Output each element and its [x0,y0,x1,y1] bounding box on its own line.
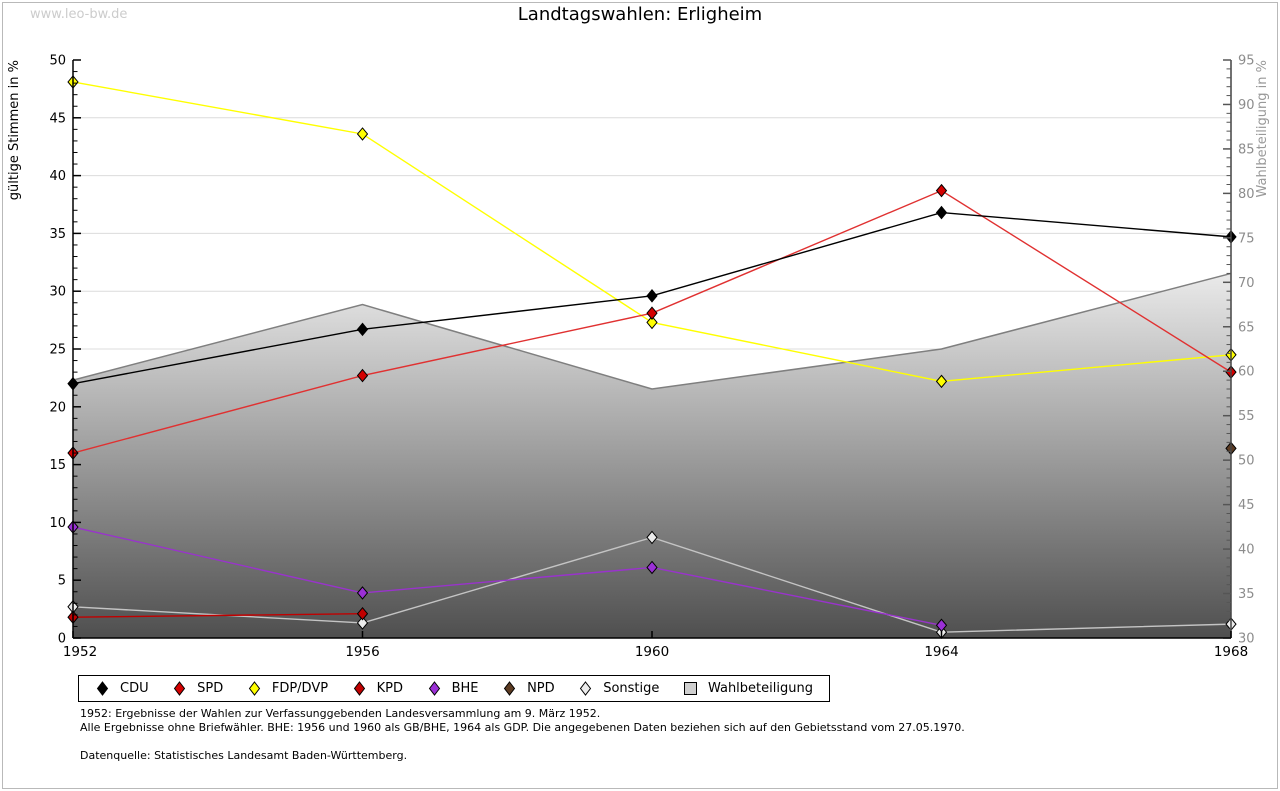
x-axis-tick-label: 1960 [635,644,669,660]
data-point-marker [356,368,369,383]
legend-item-wahlbeteiligung: Wahlbeteiligung [683,681,813,696]
left-axis-tick-label: 5 [58,574,66,589]
left-axis-tick-label: 25 [49,343,66,358]
npd-marker-icon [503,681,516,696]
right-axis-tick-label: 95 [1238,54,1255,69]
wahlbeteiligung-marker-icon [683,682,697,695]
right-axis-tick-label: 35 [1238,587,1255,602]
left-axis-tick-label: 15 [49,458,66,473]
cdu-marker-icon [96,681,109,696]
left-axis-tick-label: 30 [49,285,66,300]
sonstige-marker-icon [580,681,592,696]
watermark: www.leo-bw.de [30,7,128,22]
left-axis-tick-label: 45 [49,111,66,126]
left-axis-tick-label: 0 [58,632,66,647]
data-point-marker [356,616,369,630]
legend-label: CDU [120,681,149,696]
left-axis-tick-label: 50 [49,54,66,69]
right-axis-tick-label: 45 [1238,498,1255,513]
legend-label: Wahlbeteiligung [707,681,813,696]
legend-label: BHE [451,681,479,696]
footnotes: 1952: Ergebnisse der Wahlen zur Verfassu… [80,707,965,763]
right-axis-tick-label: 40 [1238,543,1255,558]
series-cdu [67,205,1237,391]
right-axis-tick-label: 60 [1238,365,1255,380]
right-axis-tick-label: 30 [1238,632,1255,647]
footnote-line-1: 1952: Ergebnisse der Wahlen zur Verfassu… [80,707,601,720]
data-point-marker [646,315,658,330]
right-axis-tick-label: 75 [1238,231,1255,246]
data-point-marker [935,205,948,220]
chart-legend: CDU SPD FDP/DVP KPD BHE NPD Sonstige Wahlbeteil… [78,675,830,702]
data-point-marker [356,586,369,600]
legend-label: Sonstige [603,681,660,696]
data-point-marker [935,374,948,389]
legend-label: SPD [197,681,224,696]
x-axis: 1952 1956 1960 1964 1968 [63,631,1248,660]
data-point-marker [356,322,369,337]
left-axis-tick-label: 20 [49,400,66,415]
legend-item-sonstige: Sonstige [578,681,659,696]
right-axis-tick-label: 90 [1238,98,1255,113]
legend-label: KPD [376,681,404,696]
right-axis: 30 35 40 45 50 55 60 65 70 75 80 85 90 95 Wahlbeteilig… [1223,54,1270,647]
data-point-marker [646,306,658,320]
data-point-marker [356,127,369,141]
page-title: Landtagswahlen: Erligheim [517,4,763,25]
left-axis: 0 5 10 15 20 25 30 35 40 45 50 gültige Stimmen in % [7,54,81,647]
series-bhe [67,520,948,633]
x-axis-tick-label: 1952 [63,644,97,660]
right-axis-title: Wahlbeteiligung in % [1255,60,1270,197]
legend-label: NPD [527,681,555,696]
legend-label: FDP/DVP [271,681,329,696]
left-axis-title: gültige Stimmen in % [7,60,22,200]
data-point-marker [646,530,658,545]
legend-item-npd: NPD [502,681,555,696]
legend-item-bhe: BHE [427,681,479,696]
right-axis-tick-label: 70 [1238,276,1255,291]
legend-item-cdu: CDU [95,681,149,696]
legend-item-kpd: KPD [352,681,403,696]
kpd-marker-icon [353,681,365,696]
left-axis-tick-label: 35 [49,227,66,242]
series-kpd [67,606,369,624]
footnote-line-2: Alle Ergebnisse ohne Briefwähler. BHE: 1… [80,720,965,734]
data-point-marker [935,183,948,198]
x-axis-tick-label: 1964 [924,644,958,660]
bhe-marker-icon [428,681,440,696]
right-axis-tick-label: 50 [1238,454,1255,469]
series-fdp-dvp [67,75,1237,389]
x-axis-tick-label: 1968 [1214,644,1248,660]
data-point-marker [356,606,369,621]
left-axis-tick-label: 10 [49,516,66,531]
legend-item-fdp-dvp: FDP/DVP [247,681,328,696]
series-wahlbeteiligung [72,272,1232,638]
data-point-marker [646,560,658,575]
left-axis-tick-label: 40 [49,169,66,184]
spd-marker-icon [174,681,186,696]
right-axis-tick-label: 55 [1238,409,1255,424]
fdp-dvp-marker-icon [248,681,260,696]
right-axis-tick-label: 65 [1238,320,1255,335]
wahlbeteiligung-area [73,273,1231,638]
data-source: Datenquelle: Statistisches Landesamt Bad… [80,749,408,762]
legend-item-spd: SPD [172,681,223,696]
x-axis-tick-label: 1956 [345,644,379,660]
data-point-marker [646,289,658,303]
right-axis-tick-label: 80 [1238,187,1255,202]
right-axis-tick-label: 85 [1238,142,1255,157]
